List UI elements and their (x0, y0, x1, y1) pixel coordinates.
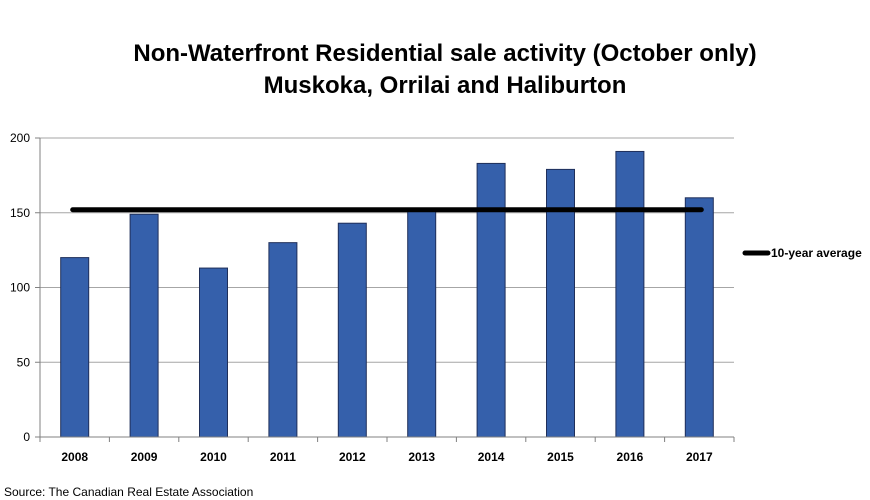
x-tick-label: 2017 (686, 450, 713, 464)
x-tick-label: 2012 (339, 450, 366, 464)
x-tick-label: 2010 (200, 450, 227, 464)
bar (268, 242, 298, 438)
x-tick-label: 2009 (131, 450, 158, 464)
bar (546, 168, 575, 438)
source-note: Source: The Canadian Real Estate Associa… (4, 485, 254, 499)
y-tick-label: 150 (10, 206, 30, 220)
x-tick-label: 2008 (61, 450, 88, 464)
legend-label: 10-year average (771, 246, 862, 260)
y-tick-label: 100 (10, 281, 30, 295)
bar (407, 209, 437, 438)
bar (476, 162, 506, 438)
bar (337, 222, 367, 438)
x-tick-label: 2015 (547, 450, 574, 464)
x-tick-label: 2016 (617, 450, 644, 464)
bar (129, 213, 159, 438)
y-tick-label: 0 (23, 430, 30, 444)
chart-title: Non-Waterfront Residential sale activity… (0, 38, 870, 102)
x-tick-label: 2014 (478, 450, 505, 464)
bar (684, 197, 714, 438)
y-tick-label: 200 (10, 131, 30, 145)
x-tick-label: 2013 (408, 450, 435, 464)
chart-title-line2: Muskoka, Orrilai and Haliburton (263, 72, 627, 99)
bar (615, 150, 645, 438)
bar (199, 267, 228, 438)
y-tick-label: 50 (17, 355, 31, 369)
bar (60, 257, 90, 438)
chart-title-line1: Non-Waterfront Residential sale activity… (133, 40, 757, 67)
x-tick-label: 2011 (270, 450, 296, 464)
